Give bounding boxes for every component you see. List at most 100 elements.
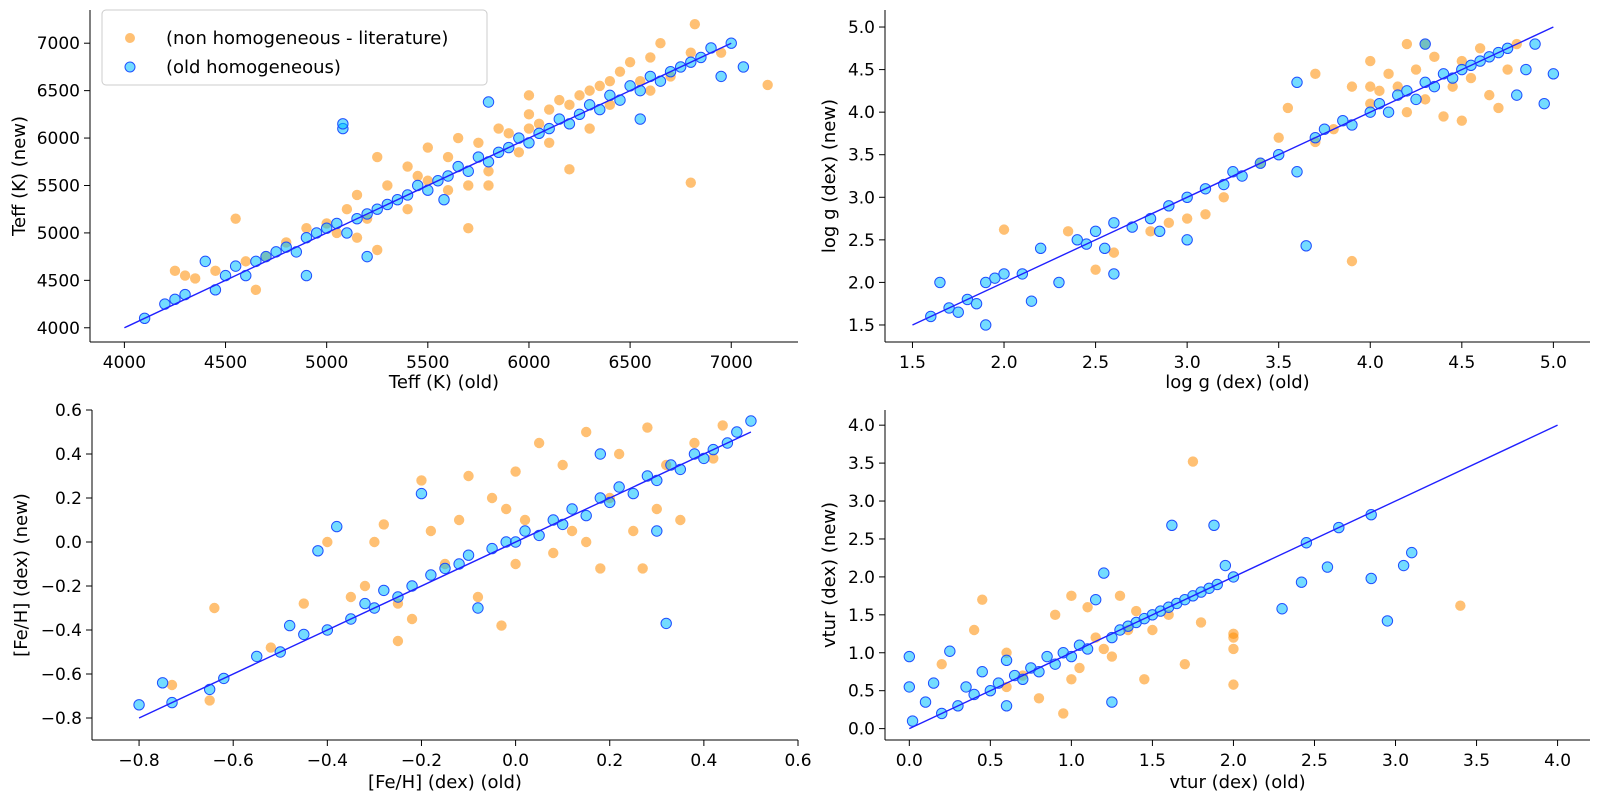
literature-point (493, 123, 504, 134)
homogeneous-point (1166, 519, 1178, 532)
literature-point (1273, 132, 1284, 143)
literature-point (689, 437, 700, 449)
literature-point (689, 19, 701, 30)
y-tick-label: 1.5 (848, 316, 875, 336)
literature-point (463, 180, 474, 191)
legend: (non homogeneous - literature) (old homo… (101, 9, 488, 86)
literature-point (936, 658, 947, 670)
literature-point (513, 147, 525, 158)
x-tick-label: 0.2 (596, 751, 623, 771)
literature-point (402, 204, 413, 215)
literature-point (1346, 81, 1358, 92)
x-tick-label: 1.0 (1058, 751, 1085, 771)
literature-point (977, 594, 988, 605)
literature-point (500, 503, 512, 515)
literature-point (298, 598, 309, 609)
homogeneous-point (634, 113, 646, 125)
homogeneous-point (1291, 76, 1303, 89)
y-tick-label: 2.5 (848, 530, 875, 550)
literature-point (1493, 102, 1504, 114)
literature-point (715, 47, 727, 58)
literature-point (483, 180, 494, 191)
literature-point (1145, 226, 1156, 237)
homogeneous-point (1529, 38, 1541, 50)
literature-point (240, 256, 251, 267)
y-tick-label: 4000 (37, 319, 80, 339)
literature-point (968, 624, 980, 636)
literature-point (1098, 643, 1109, 655)
literature-point (1465, 72, 1477, 84)
homogeneous-point (660, 617, 672, 630)
homogeneous-point (919, 696, 932, 708)
x-tick-label: 0.4 (690, 751, 717, 771)
identity-line (138, 431, 752, 719)
y-tick-label: 7000 (37, 34, 80, 54)
y-tick-label: 3.5 (848, 454, 875, 474)
homogeneous-point (980, 319, 992, 331)
x-tick-label: 1.5 (899, 353, 926, 373)
y-tick-label: −0.2 (41, 577, 82, 597)
legend-label-literature: (non homogeneous - literature) (166, 28, 448, 49)
homogeneous-point (594, 448, 607, 460)
homogeneous-point (1219, 559, 1232, 572)
y-tick-label: 0.0 (55, 533, 82, 553)
homogeneous-point (651, 525, 663, 537)
y-axis-label: [Fe/H] (dex) (new) (11, 493, 32, 657)
y-tick-label: 4500 (37, 271, 80, 291)
literature-point (1419, 94, 1431, 105)
literature-point (230, 213, 241, 224)
literature-point (1218, 192, 1229, 203)
literature-point (1066, 674, 1077, 685)
literature-point (1346, 255, 1358, 267)
literature-point (210, 265, 221, 277)
homogeneous-point (415, 487, 428, 500)
y-tick-label: 2.0 (848, 568, 875, 588)
literature-point (1310, 68, 1321, 80)
homogeneous-point (1108, 217, 1120, 229)
homogeneous-point (927, 677, 940, 689)
literature-point (179, 270, 191, 281)
homogeneous-point (960, 681, 972, 693)
literature-point (655, 38, 666, 49)
homogeneous-point (1381, 615, 1394, 627)
literature-point (1074, 662, 1085, 674)
homogeneous-point (627, 487, 639, 500)
literature-point (1365, 55, 1376, 67)
literature-point (204, 695, 215, 706)
x-tick-label: 6000 (507, 353, 550, 373)
panel-teff: 4000 4500 5000 5500 6000 6500 7000 4000 4500 5000… (9, 10, 798, 393)
x-tick-label: 0.0 (896, 751, 923, 771)
literature-point (341, 204, 353, 215)
y-tick-label: −0.6 (41, 665, 82, 685)
literature-point (1049, 609, 1061, 621)
homogeneous-point (944, 645, 956, 657)
homogeneous-point (976, 666, 988, 678)
literature-point (442, 185, 454, 196)
literature-point (1131, 605, 1142, 617)
x-axis-label: vtur (dex) (old) (1169, 772, 1305, 793)
y-tick-label: 1.0 (848, 644, 875, 664)
x-tick-label: 3.0 (1174, 353, 1201, 373)
literature-point (564, 164, 575, 175)
literature-point (496, 620, 507, 631)
x-tick-label: 6500 (608, 353, 651, 373)
x-tick-label: 2.0 (1220, 751, 1247, 771)
homogeneous-point (1300, 240, 1312, 252)
literature-point (265, 642, 277, 653)
literature-point (557, 459, 568, 471)
homogeneous-point (1099, 242, 1111, 255)
literature-point (486, 492, 498, 504)
homogeneous-point (1397, 559, 1410, 572)
homogeneous-point (337, 118, 349, 130)
y-tick-label: 0.6 (55, 401, 82, 421)
literature-point (651, 503, 662, 515)
literature-point (1374, 85, 1385, 97)
homogeneous-point (199, 255, 212, 268)
homogeneous-point (482, 96, 495, 108)
identity-line (912, 26, 1554, 326)
literature-point (1438, 111, 1449, 122)
y-tick-label: 6000 (37, 129, 80, 149)
literature-point (1410, 64, 1422, 75)
x-tick-label: 4.0 (1357, 353, 1384, 373)
literature-point (301, 222, 312, 234)
